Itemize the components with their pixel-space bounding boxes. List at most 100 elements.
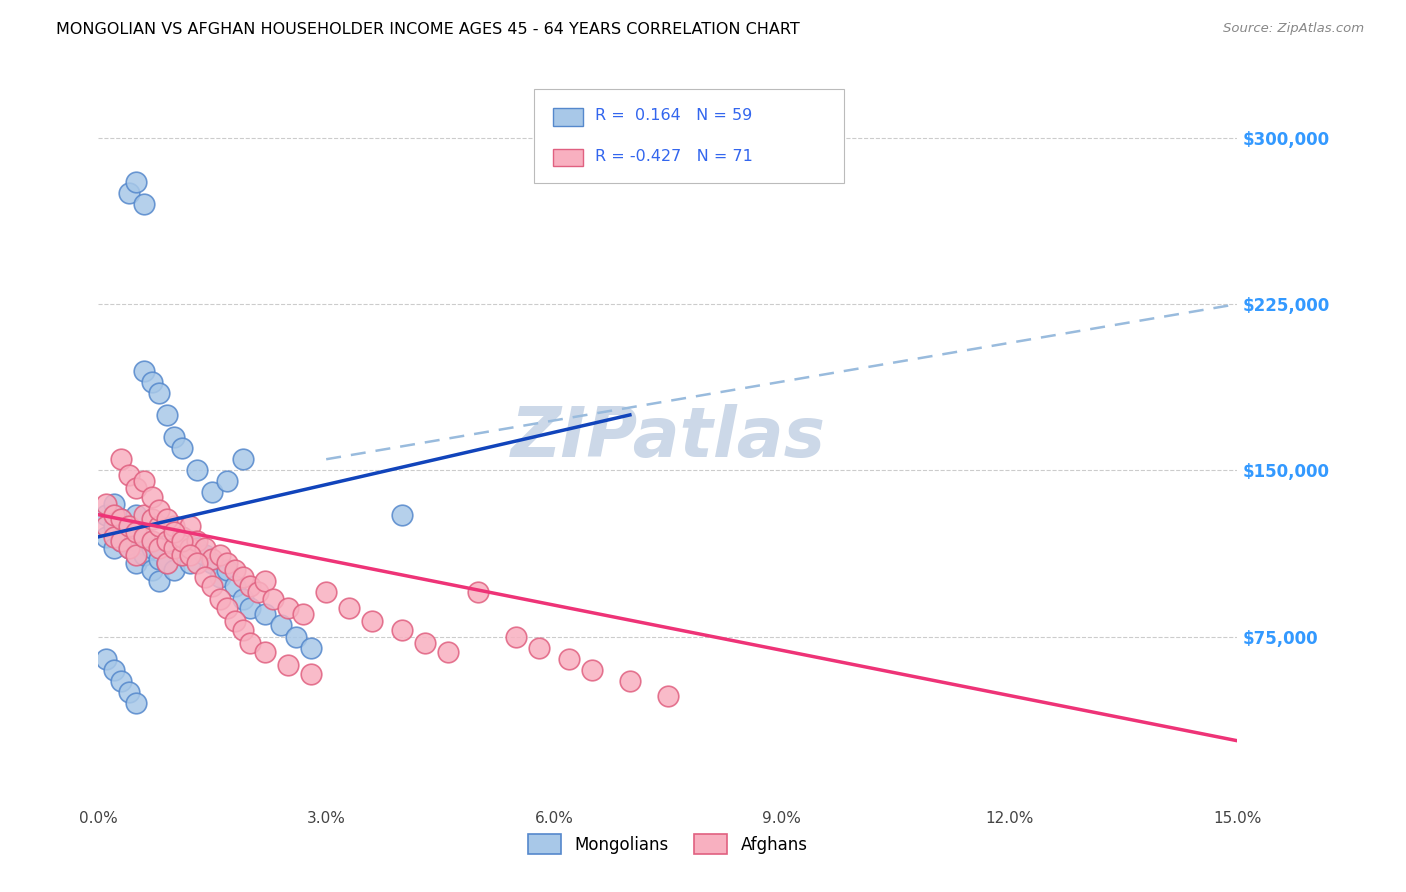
- Point: [657, 690, 679, 704]
- Point: [201, 557, 224, 571]
- Point: [299, 640, 322, 655]
- Point: [217, 563, 239, 577]
- Point: [299, 667, 322, 681]
- Text: R =  0.164   N = 59: R = 0.164 N = 59: [595, 108, 752, 123]
- Point: [141, 490, 163, 504]
- Point: [118, 685, 141, 699]
- Point: [132, 530, 155, 544]
- Point: [292, 607, 315, 622]
- Point: [179, 541, 201, 555]
- Point: [201, 552, 224, 566]
- Point: [156, 408, 179, 422]
- Point: [194, 570, 217, 584]
- Point: [148, 385, 170, 400]
- Point: [208, 591, 231, 606]
- Point: [413, 636, 436, 650]
- Point: [558, 651, 581, 665]
- Point: [110, 452, 132, 467]
- Point: [125, 548, 148, 562]
- Point: [239, 636, 262, 650]
- Text: ZIPatlas: ZIPatlas: [510, 403, 825, 471]
- Point: [201, 485, 224, 500]
- Point: [170, 530, 193, 544]
- Point: [194, 541, 217, 555]
- Point: [103, 530, 125, 544]
- Point: [125, 481, 148, 495]
- Point: [208, 570, 231, 584]
- Point: [163, 430, 186, 444]
- Point: [179, 548, 201, 562]
- Point: [156, 557, 179, 571]
- Point: [118, 467, 141, 482]
- Point: [505, 630, 527, 644]
- Point: [277, 600, 299, 615]
- Point: [232, 623, 254, 637]
- Point: [254, 645, 277, 659]
- Point: [103, 541, 125, 555]
- Text: R = -0.427   N = 71: R = -0.427 N = 71: [595, 149, 752, 164]
- Point: [217, 475, 239, 489]
- Point: [232, 452, 254, 467]
- Point: [315, 585, 337, 599]
- Point: [246, 585, 269, 599]
- Point: [156, 534, 179, 549]
- Point: [232, 591, 254, 606]
- Point: [118, 525, 141, 540]
- Point: [110, 530, 132, 544]
- Point: [224, 578, 246, 592]
- Point: [148, 541, 170, 555]
- Point: [103, 508, 125, 522]
- Point: [170, 441, 193, 455]
- Point: [262, 591, 284, 606]
- Point: [186, 557, 208, 571]
- Point: [125, 508, 148, 522]
- Point: [94, 508, 117, 522]
- Point: [125, 534, 148, 549]
- Text: Source: ZipAtlas.com: Source: ZipAtlas.com: [1223, 22, 1364, 36]
- Point: [148, 552, 170, 566]
- Point: [391, 623, 413, 637]
- Point: [110, 512, 132, 526]
- Point: [391, 508, 413, 522]
- Point: [201, 578, 224, 592]
- Point: [232, 570, 254, 584]
- Point: [337, 600, 360, 615]
- Point: [179, 534, 201, 549]
- Point: [224, 614, 246, 628]
- Point: [125, 557, 148, 571]
- Point: [132, 475, 155, 489]
- Point: [103, 663, 125, 677]
- Point: [239, 600, 262, 615]
- Point: [132, 508, 155, 522]
- Point: [360, 614, 382, 628]
- Point: [224, 563, 246, 577]
- Point: [94, 530, 117, 544]
- Point: [110, 673, 132, 688]
- Point: [110, 534, 132, 549]
- Point: [148, 503, 170, 517]
- Point: [194, 548, 217, 562]
- Point: [103, 518, 125, 533]
- Point: [170, 548, 193, 562]
- Point: [217, 600, 239, 615]
- Point: [94, 651, 117, 665]
- Point: [163, 525, 186, 540]
- Point: [148, 518, 170, 533]
- Point: [217, 557, 239, 571]
- Point: [254, 607, 277, 622]
- Point: [179, 557, 201, 571]
- Point: [186, 541, 208, 555]
- Point: [170, 530, 193, 544]
- Point: [270, 618, 292, 632]
- Point: [141, 512, 163, 526]
- Legend: Mongolians, Afghans: Mongolians, Afghans: [522, 828, 814, 860]
- Point: [527, 640, 550, 655]
- Point: [110, 512, 132, 526]
- Point: [110, 534, 132, 549]
- Point: [141, 375, 163, 389]
- Point: [132, 530, 155, 544]
- Point: [118, 541, 141, 555]
- Point: [103, 497, 125, 511]
- Point: [619, 673, 641, 688]
- Point: [156, 512, 179, 526]
